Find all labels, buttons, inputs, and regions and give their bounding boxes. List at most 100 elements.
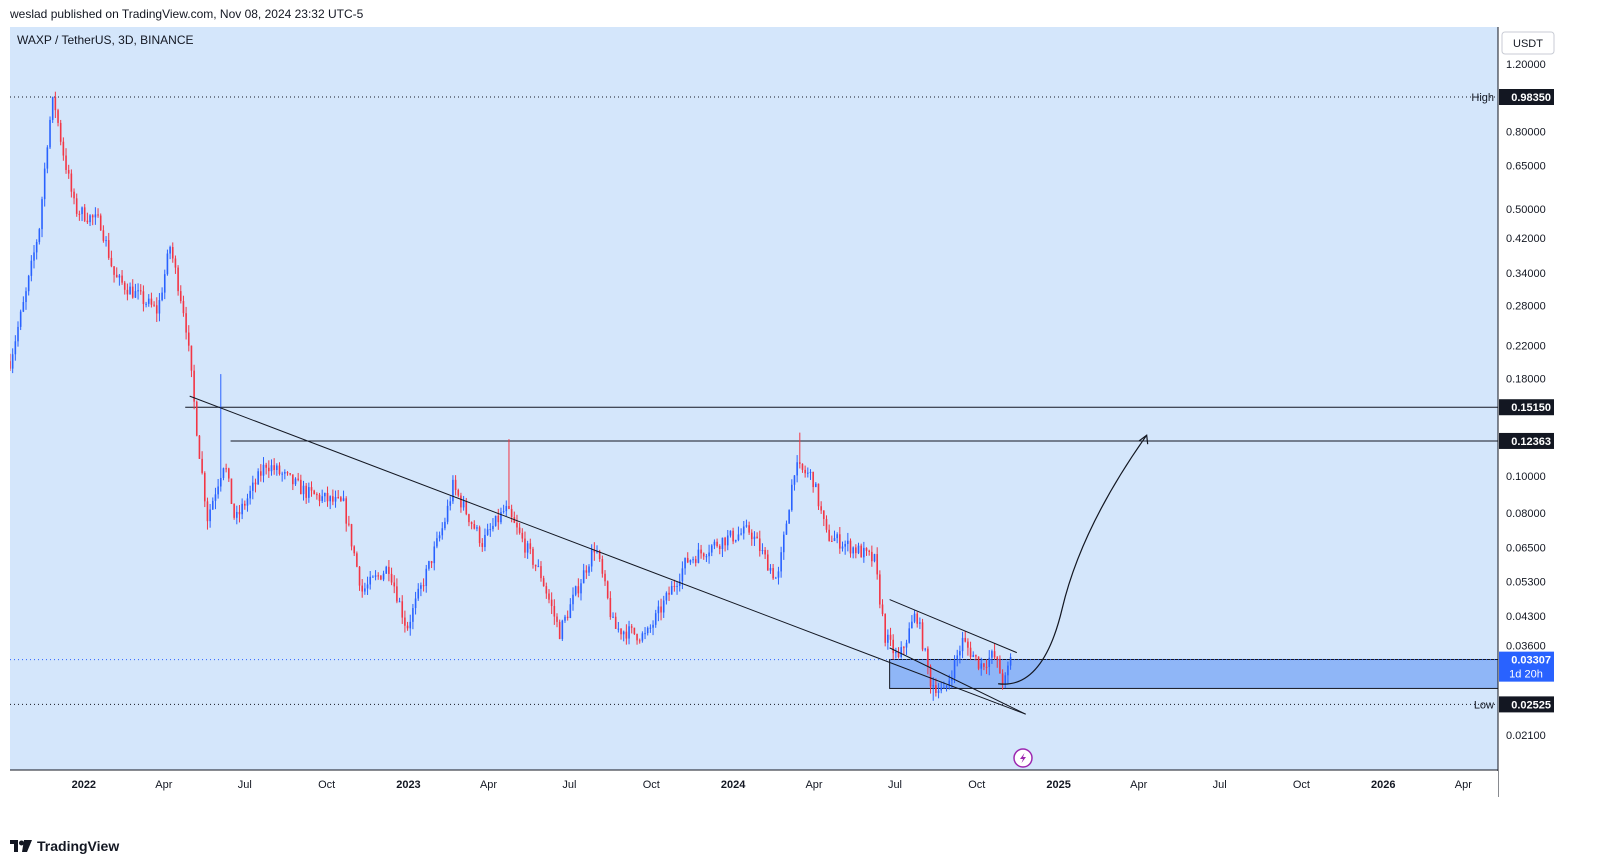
candle-body <box>844 543 846 547</box>
tradingview-logo[interactable]: TradingView <box>10 838 119 854</box>
candle-body <box>241 503 243 515</box>
time-axis-background[interactable] <box>10 771 1498 797</box>
candle-body <box>596 551 598 553</box>
y-tick-label: 0.06500 <box>1506 543 1546 555</box>
candle-body <box>617 628 620 630</box>
candle-body <box>940 687 943 691</box>
x-tick-label: Apr <box>480 779 497 791</box>
chart-frame[interactable]: 1.20000 0.80000 0.65000 0.50000 0.42000 0.340… <box>10 27 1609 822</box>
candle-body <box>163 274 166 293</box>
candle-body <box>977 656 980 669</box>
candle-body <box>236 511 238 518</box>
candle-body <box>734 539 737 542</box>
y-tick-label: 0.22000 <box>1506 340 1546 352</box>
candle-body <box>227 468 230 479</box>
level-price-label: 0.12363 <box>1511 436 1551 448</box>
candle-body <box>564 616 566 621</box>
candle-body <box>409 621 412 629</box>
candle-body <box>630 626 633 628</box>
candle-body <box>948 680 951 686</box>
x-tick-label: Jul <box>238 779 252 791</box>
candle-body <box>534 564 537 567</box>
y-tick-label: 0.65000 <box>1506 161 1546 173</box>
candle-body <box>433 546 436 564</box>
candle-body <box>612 616 614 618</box>
x-tick-label: Apr <box>1130 779 1147 791</box>
candle-body <box>649 627 652 629</box>
price-axis-background[interactable] <box>1498 27 1609 770</box>
candle-body <box>126 289 129 295</box>
price-axis: 1.20000 0.80000 0.65000 0.50000 0.42000 0.340… <box>1506 59 1546 742</box>
candle-body <box>438 535 441 539</box>
candle-body <box>206 501 209 522</box>
candle-body <box>673 585 676 587</box>
candle-body <box>62 141 65 156</box>
currency-button-box[interactable] <box>1501 31 1555 55</box>
candle-body <box>516 522 518 528</box>
time-axis: 2022 Apr Jul Oct 2023 Apr Jul Oct 2024 Apr Jul Oct 2… <box>72 779 1473 791</box>
candle-body <box>566 616 569 619</box>
candle-body <box>169 247 171 254</box>
candle-body <box>991 651 993 658</box>
candle-body <box>454 479 457 490</box>
candle-body <box>879 574 881 605</box>
candle-body <box>622 631 625 635</box>
candle-body <box>294 478 297 485</box>
candle-body <box>316 494 318 496</box>
level-price-tag <box>1499 696 1554 713</box>
currency-button[interactable]: USDT <box>1513 38 1543 50</box>
candle-body <box>951 678 953 681</box>
candle-body <box>737 534 740 540</box>
candle-body <box>782 534 785 553</box>
level-price-tag <box>1499 399 1554 416</box>
candle-body <box>604 573 606 582</box>
price-chart[interactable]: 1.20000 0.80000 0.65000 0.50000 0.42000 0.340… <box>10 27 1609 822</box>
candle-body <box>657 606 660 614</box>
candle-body <box>628 626 630 639</box>
candle-body <box>852 547 854 554</box>
candle-body <box>548 593 550 600</box>
candle-body <box>518 527 521 533</box>
x-tick-label: 2026 <box>1371 779 1395 791</box>
candle-body <box>121 275 123 283</box>
y-tick-label: 0.28000 <box>1506 300 1546 312</box>
candle-body <box>524 538 526 553</box>
candle-body <box>793 475 796 485</box>
candle-body <box>903 647 905 649</box>
candle-body <box>51 97 54 120</box>
candle-body <box>342 498 345 501</box>
candle-body <box>742 526 745 534</box>
candle-body <box>262 464 265 476</box>
candle-body <box>980 663 983 669</box>
candle-body <box>943 687 945 689</box>
candle-body <box>839 534 841 549</box>
candle-body <box>43 168 46 200</box>
candle-body <box>750 532 753 540</box>
candle-body <box>396 586 398 602</box>
candle-body <box>369 576 372 585</box>
candle-body <box>825 518 828 530</box>
candle-body <box>337 496 339 498</box>
candle-body <box>796 462 798 476</box>
candle-body <box>179 291 182 302</box>
candle-body <box>801 463 804 470</box>
candle-body <box>284 472 286 474</box>
candle-body <box>932 685 935 687</box>
candle-body <box>662 600 665 613</box>
candle-body <box>601 559 604 574</box>
candle-body <box>1009 657 1012 666</box>
candle-body <box>473 523 476 529</box>
candle-body <box>732 530 734 542</box>
candle-body <box>908 628 911 643</box>
candle-body <box>278 465 281 474</box>
candle-body <box>644 633 646 635</box>
candle-body <box>155 305 158 314</box>
flash-event-icon[interactable] <box>1013 748 1033 768</box>
candle-body <box>131 286 134 298</box>
candle-body <box>27 275 30 292</box>
candle-body <box>139 290 142 292</box>
publisher-header: weslad published on TradingView.com, Nov… <box>10 7 364 21</box>
candle-body <box>14 341 17 355</box>
y-tick-label: 0.04300 <box>1506 611 1546 623</box>
candle-body <box>273 465 275 471</box>
